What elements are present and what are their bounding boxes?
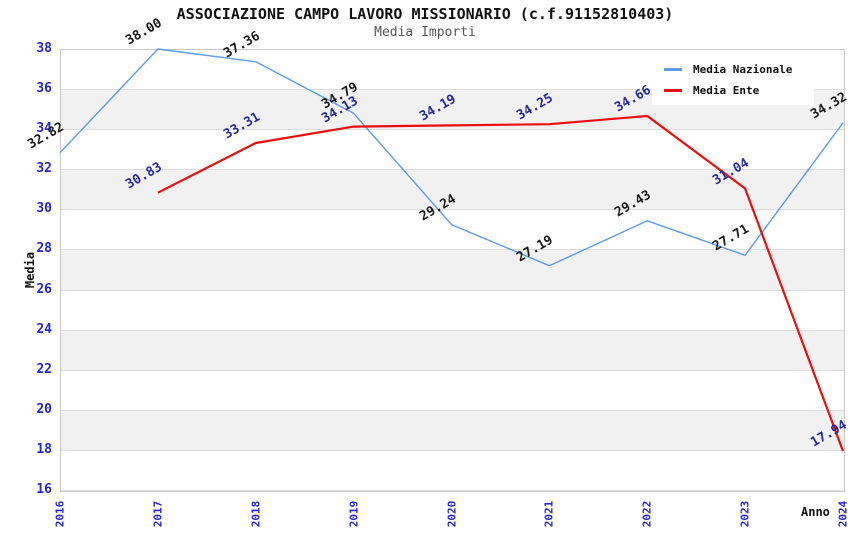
y-tick-label: 22 bbox=[36, 361, 52, 377]
background-band bbox=[60, 289, 844, 330]
y-tick-label: 24 bbox=[36, 321, 52, 337]
x-tick-label: 2024 bbox=[836, 500, 850, 528]
x-tick-label: 2017 bbox=[151, 500, 165, 528]
legend-item-media-nazionale: Media Nazionale bbox=[664, 59, 814, 80]
gridline bbox=[60, 209, 844, 211]
x-tick-label: 2020 bbox=[445, 500, 458, 528]
y-tick-label: 18 bbox=[36, 441, 52, 457]
chart-title: ASSOCIAZIONE CAMPO LAVORO MISSIONARIO (c… bbox=[176, 5, 674, 23]
gridline bbox=[60, 490, 844, 491]
gridline bbox=[60, 369, 844, 371]
background-band bbox=[60, 129, 844, 170]
background-band bbox=[60, 249, 844, 290]
gridline bbox=[60, 169, 844, 171]
x-tick-label: 2021 bbox=[542, 500, 556, 528]
y-tick-label: 26 bbox=[36, 281, 52, 297]
x-tick-label: 2016 bbox=[53, 500, 67, 528]
media-nazionale-line-swatch-icon bbox=[664, 68, 682, 71]
y-tick-label: 32 bbox=[36, 161, 52, 177]
x-axis-title: Anno bbox=[801, 505, 830, 519]
gridline bbox=[60, 409, 844, 411]
gridline bbox=[60, 449, 844, 451]
gridline bbox=[60, 129, 844, 131]
chart-subtitle: Media Importi bbox=[374, 25, 476, 40]
y-tick-label: 16 bbox=[36, 482, 52, 497]
background-band bbox=[60, 449, 844, 490]
x-tick-label: 2023 bbox=[738, 500, 752, 528]
legend-item-media-ente: Media Ente bbox=[664, 80, 814, 101]
background-band bbox=[60, 329, 844, 370]
x-tick-label: 2018 bbox=[249, 500, 263, 528]
legend-label: Media Ente bbox=[693, 84, 760, 97]
legend-label: Media Nazionale bbox=[693, 63, 793, 76]
series-line-media-ente bbox=[157, 114, 845, 452]
gridline bbox=[60, 89, 844, 91]
legend: Media Nazionale Media Ente bbox=[652, 55, 814, 105]
background-band bbox=[60, 409, 844, 450]
data-point-label: 38.00 bbox=[123, 15, 165, 49]
y-tick-label: 28 bbox=[36, 241, 52, 257]
y-tick-label: 34 bbox=[36, 121, 52, 137]
gridline bbox=[60, 289, 844, 291]
gridline bbox=[60, 329, 844, 331]
background-band bbox=[60, 369, 844, 410]
series-line-media-nazionale bbox=[59, 48, 844, 267]
x-tick-label: 2022 bbox=[640, 500, 654, 528]
line-series-canvas bbox=[59, 48, 845, 452]
y-axis-title: Media bbox=[23, 251, 37, 289]
gridline bbox=[60, 249, 844, 251]
y-tick-label: 38 bbox=[36, 41, 52, 56]
y-tick-label: 36 bbox=[36, 81, 52, 97]
media-ente-line-swatch-icon bbox=[664, 89, 682, 92]
y-tick-label: 20 bbox=[36, 401, 52, 417]
y-tick-label: 30 bbox=[36, 201, 52, 217]
background-band bbox=[60, 209, 844, 250]
x-tick-label: 2019 bbox=[347, 500, 361, 528]
